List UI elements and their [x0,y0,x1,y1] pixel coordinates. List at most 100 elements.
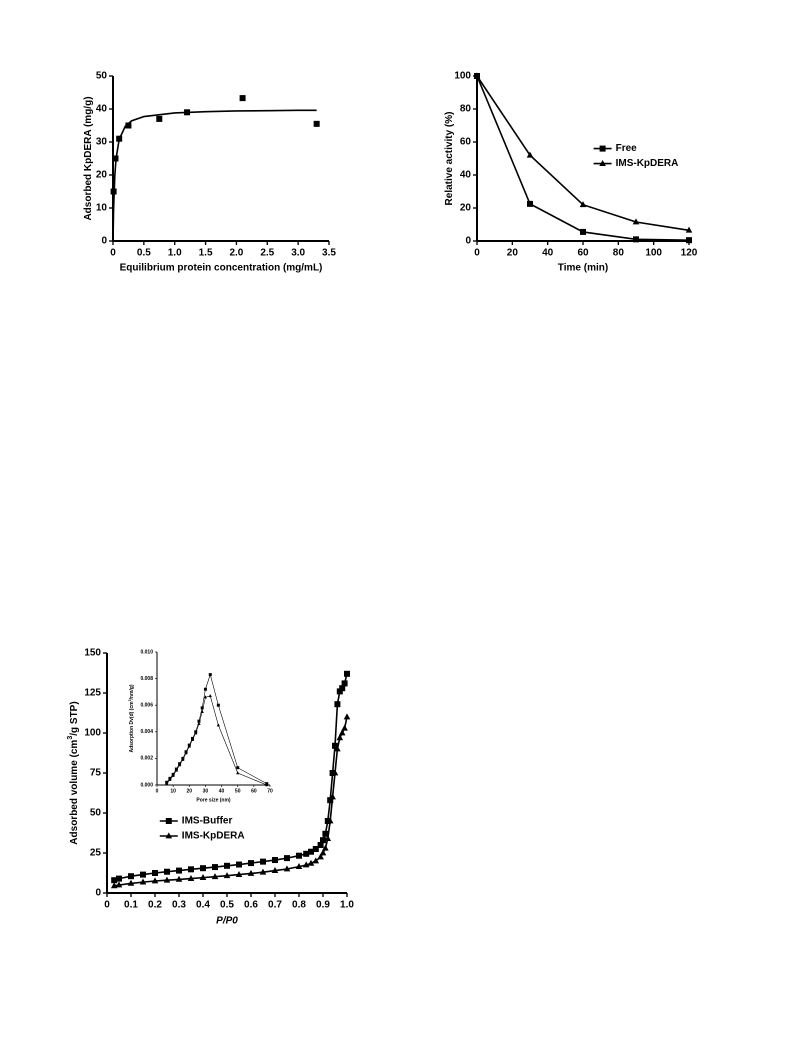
x-tick-label: 50 [235,788,241,794]
marker [312,857,320,864]
legend-label: IMS-KpDERA [182,831,245,842]
x-tick-label: 0 [104,900,110,911]
marker [313,120,320,127]
marker [259,868,267,875]
marker [334,745,341,752]
marker [203,687,207,691]
marker [579,201,587,208]
x-tick-label: 2.0 [229,248,243,259]
marker [331,769,339,776]
y-tick-label: 25 [90,848,102,859]
x-tick-label: 0.6 [244,900,258,911]
marker [111,877,118,884]
x-tick-label: 3.5 [322,248,336,259]
marker [247,869,255,876]
superscript: 3 [67,736,74,740]
marker [151,877,159,884]
marker [327,797,334,804]
chart: 0 0.5 1.0 1.5 2.0 2.5 3.0 3.5 0 10 20 30 40 50 Equilib… [83,71,337,274]
chart: 0 10 20 30 40 50 60 70 0.000 0.002 0.004 0.006 0.008… [128,649,273,803]
marker [115,881,123,888]
marker [128,873,134,880]
marker [165,781,169,785]
y-tick-label: 150 [84,648,101,659]
superscript: 3 [128,699,132,701]
marker [341,724,348,731]
marker [212,864,218,871]
marker [580,228,586,235]
y-tick-label: 30 [96,137,108,148]
marker [324,835,332,841]
marker [296,852,302,859]
y-axis-label: Adsorption Dv(d) (cm3/nm/g) [128,684,135,752]
marker [239,95,246,102]
x-axis-label: Time (min) [558,263,608,274]
y-tick-label: 125 [84,688,101,699]
y-tick-label: 0.010 [140,649,153,655]
marker [165,818,172,824]
marker [686,237,692,244]
x-tick-label: 0.4 [196,900,210,911]
marker [181,757,185,761]
marker [272,857,278,864]
marker [341,680,348,687]
x-tick-label: 0 [156,788,159,794]
y-tick-label: 100 [454,71,471,82]
marker [152,870,158,876]
marker [685,226,693,233]
marker [216,723,220,727]
y-tick-label: 0.000 [140,782,153,788]
x-tick-label: 40 [219,788,225,794]
marker [473,72,481,79]
marker [163,876,171,883]
marker [265,783,269,787]
legend: IMS-Buffer IMS-KpDERA [159,816,245,842]
x-tick-label: 20 [187,788,193,794]
marker [336,688,343,695]
marker [336,734,344,741]
marker [176,867,182,874]
marker [307,859,315,866]
x-tick-label: 60 [577,248,589,259]
series-line [166,695,267,786]
x-tick-label: 60 [251,788,257,794]
y-tick-label: 40 [96,104,108,115]
marker [271,867,279,873]
y-tick-label: 75 [90,768,102,779]
marker [164,868,170,875]
y-tick-label: 20 [96,170,108,181]
marker [175,875,183,882]
marker [322,844,329,851]
marker [633,236,639,243]
marker [329,770,336,776]
marker [344,670,350,677]
y-tick-label: 0.004 [140,729,153,735]
marker [319,849,327,856]
x-tick-label: 0 [474,248,480,259]
series-line [166,673,267,784]
marker [236,771,240,775]
marker [197,719,201,723]
marker [343,713,351,720]
x-tick-label: 120 [681,248,698,259]
x-tick-label: 0.7 [268,900,282,911]
chart: 0 20 40 60 80 100 120 0 20 40 60 80 100 Time (min) Rel… [444,71,698,274]
y-tick-label: 20 [460,203,472,214]
marker [139,878,147,885]
x-axis-label: Pore size (nm) [196,797,231,803]
x-tick-label: 10 [170,788,176,794]
x-tick-label: 0.2 [148,900,162,911]
x-tick-label: 0.3 [172,900,186,911]
y-axis-label: Adsorbed KpDERA (mg/g) [83,96,94,220]
marker [326,817,334,824]
x-tick-label: 3.0 [291,248,305,259]
y-axis-label: Adsorbed volume (cm3/g STP) [67,701,79,844]
marker [171,773,175,777]
marker [338,729,346,736]
x-tick-label: 40 [542,248,554,259]
marker [324,818,331,824]
marker [526,151,534,158]
marker [197,722,201,726]
marker [125,122,132,129]
marker [184,751,188,755]
